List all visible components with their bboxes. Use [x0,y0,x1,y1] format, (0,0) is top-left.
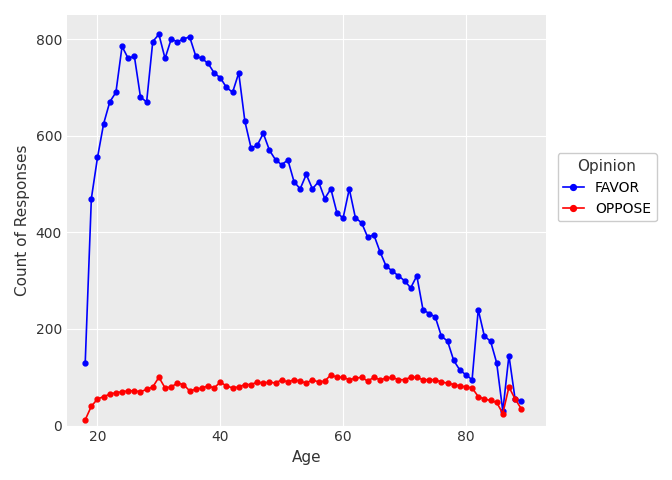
X-axis label: Age: Age [292,450,321,465]
OPPOSE [228,385,237,391]
OPPOSE [517,406,526,411]
OPPOSE [327,372,335,378]
Y-axis label: Count of Responses: Count of Responses [15,144,30,296]
OPPOSE [81,417,89,423]
FAVOR [499,408,507,414]
OPPOSE [142,386,151,392]
FAVOR [235,70,243,76]
FAVOR [155,32,163,37]
FAVOR [81,360,89,366]
FAVOR [517,398,526,404]
FAVOR [142,99,151,105]
Legend: FAVOR, OPPOSE: FAVOR, OPPOSE [558,154,657,221]
Line: OPPOSE: OPPOSE [83,372,523,422]
OPPOSE [333,374,341,380]
FAVOR [382,264,390,269]
FAVOR [333,210,341,216]
OPPOSE [382,375,390,381]
OPPOSE [364,378,372,384]
FAVOR [364,234,372,240]
OPPOSE [185,388,194,394]
Line: FAVOR: FAVOR [83,32,523,414]
FAVOR [487,338,495,344]
